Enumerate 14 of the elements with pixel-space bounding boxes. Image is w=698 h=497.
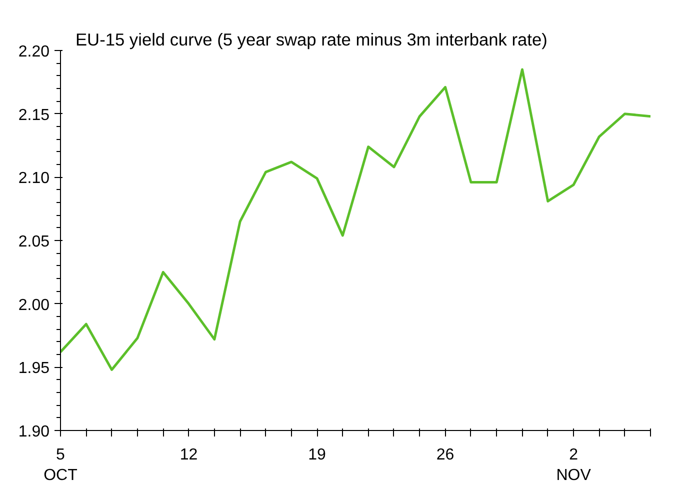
- chart-title: EU-15 yield curve (5 year swap rate minus 3m interbank rate): [76, 30, 548, 50]
- y-tick-label: 1.90: [18, 424, 50, 440]
- y-tick-label: 1.95: [18, 360, 50, 378]
- y-tick-label: 2.10: [18, 170, 50, 188]
- y-tick-label: 2.05: [18, 234, 50, 250]
- y-tick-label: 2.20: [18, 44, 50, 60]
- line-series: [60, 68, 650, 371]
- y-tick-label: 2.00: [18, 296, 50, 314]
- x-tick-label: 2 NOV: [556, 446, 592, 484]
- x-tick-label: 5 OCT: [44, 446, 78, 484]
- y-tick-label: 2.15: [18, 106, 50, 124]
- x-tick-label: 19: [308, 446, 326, 464]
- x-tick-label: 26: [436, 446, 454, 464]
- x-tick-label: 12: [180, 446, 198, 464]
